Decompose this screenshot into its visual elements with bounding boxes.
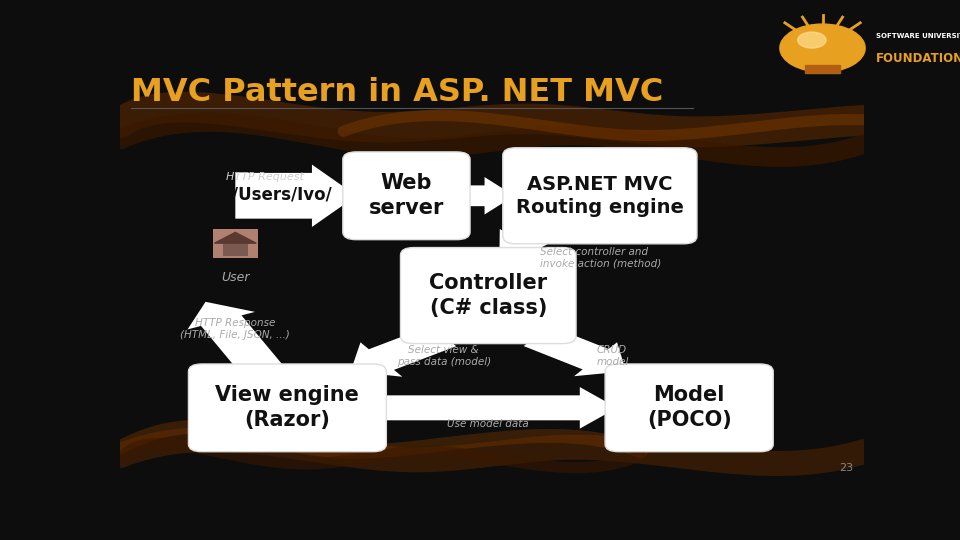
FancyBboxPatch shape — [605, 364, 773, 451]
Text: HTTP Response
(HTML, File, JSON, ...): HTTP Response (HTML, File, JSON, ...) — [180, 318, 290, 340]
FancyBboxPatch shape — [400, 247, 576, 343]
Polygon shape — [499, 229, 547, 257]
Bar — [804, 65, 840, 73]
Polygon shape — [374, 387, 617, 429]
Text: User: User — [221, 271, 250, 284]
Polygon shape — [350, 326, 456, 377]
Polygon shape — [235, 165, 356, 227]
FancyBboxPatch shape — [503, 148, 697, 244]
Text: Use model data: Use model data — [447, 420, 529, 429]
Text: /Users/Ivo/: /Users/Ivo/ — [232, 186, 332, 204]
Text: Select controller and
invoke action (method): Select controller and invoke action (met… — [540, 247, 661, 269]
Text: 23: 23 — [839, 463, 852, 473]
FancyBboxPatch shape — [213, 229, 257, 258]
Polygon shape — [214, 232, 256, 243]
Text: Model
(POCO): Model (POCO) — [647, 386, 732, 430]
Text: HTTP Request: HTTP Request — [227, 172, 304, 182]
Text: Controller
(C# class): Controller (C# class) — [429, 273, 547, 318]
Text: ASP.NET MVC
Routing engine: ASP.NET MVC Routing engine — [516, 174, 684, 217]
Polygon shape — [187, 302, 285, 379]
Text: SOFTWARE UNIVERSITY: SOFTWARE UNIVERSITY — [876, 33, 960, 39]
FancyBboxPatch shape — [343, 152, 470, 240]
Text: MVC Pattern in ASP. NET MVC: MVC Pattern in ASP. NET MVC — [132, 77, 663, 109]
Circle shape — [780, 24, 865, 72]
Polygon shape — [459, 177, 515, 214]
FancyBboxPatch shape — [188, 364, 386, 451]
Text: Web
server: Web server — [369, 173, 444, 218]
Polygon shape — [524, 326, 626, 376]
Bar — [223, 243, 248, 256]
Text: FOUNDATION: FOUNDATION — [876, 51, 960, 65]
Text: Select view &
pass data (model): Select view & pass data (model) — [396, 345, 491, 367]
Text: View engine
(Razor): View engine (Razor) — [215, 386, 359, 430]
Text: CRUD
model: CRUD model — [596, 345, 629, 367]
Circle shape — [798, 32, 826, 48]
